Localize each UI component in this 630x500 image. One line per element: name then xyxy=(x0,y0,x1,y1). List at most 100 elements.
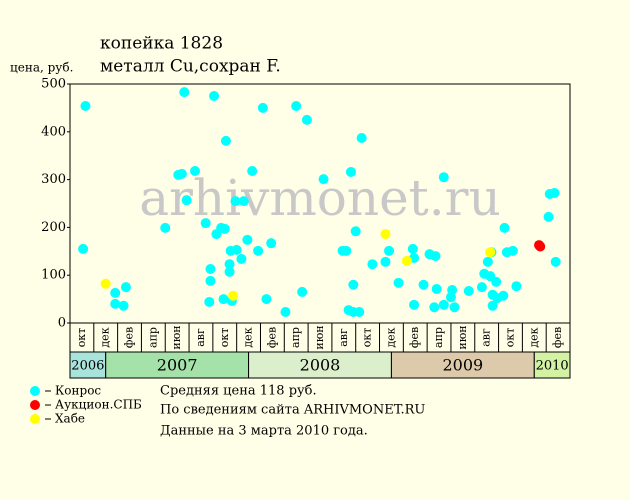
x-tick-label: авг xyxy=(194,328,207,347)
point xyxy=(224,266,235,277)
point xyxy=(550,256,561,267)
point xyxy=(110,287,121,298)
point xyxy=(476,282,487,293)
point xyxy=(120,282,131,293)
point xyxy=(356,133,367,144)
y-tick-label: 400 xyxy=(41,124,66,139)
point xyxy=(345,166,356,177)
point xyxy=(431,284,442,295)
note: Средняя цена 118 руб. xyxy=(160,384,317,399)
point xyxy=(181,195,192,206)
year-label: 2006 xyxy=(71,359,104,374)
x-tick-label: фев xyxy=(265,327,278,348)
legend-label: Конрос xyxy=(55,384,101,398)
point xyxy=(80,100,91,111)
point xyxy=(401,255,412,266)
point xyxy=(301,114,312,125)
plot-frame xyxy=(69,83,571,324)
y-tick-label: 300 xyxy=(41,172,66,187)
point xyxy=(418,279,429,290)
point xyxy=(247,165,258,176)
point xyxy=(224,259,235,270)
y-tick-label: 200 xyxy=(41,220,66,235)
point xyxy=(78,243,89,254)
point xyxy=(190,165,200,176)
year-label: 2008 xyxy=(300,356,341,375)
point xyxy=(176,168,187,179)
point xyxy=(535,241,546,252)
x-tick-label: окт xyxy=(361,328,374,348)
legend-label: Аукцион.СПБ xyxy=(55,398,142,412)
point xyxy=(409,299,420,310)
point xyxy=(266,238,277,249)
point xyxy=(238,196,249,207)
point xyxy=(438,299,449,310)
point xyxy=(209,90,220,101)
point xyxy=(449,302,460,313)
point xyxy=(110,298,121,309)
point xyxy=(204,296,215,307)
point xyxy=(407,243,418,254)
point xyxy=(511,281,522,292)
x-tick-label: июн xyxy=(170,325,183,349)
legend-marker xyxy=(30,414,40,424)
year-band xyxy=(248,351,392,379)
x-tick-label: июн xyxy=(456,325,469,349)
point xyxy=(160,222,171,233)
x-tick-label: фев xyxy=(551,327,564,348)
point xyxy=(348,279,359,290)
point xyxy=(499,222,510,233)
point xyxy=(350,226,361,237)
point xyxy=(491,276,502,287)
x-tick-label: дек xyxy=(99,327,112,347)
point xyxy=(236,253,247,264)
point xyxy=(205,263,216,274)
point xyxy=(430,251,441,262)
point xyxy=(463,285,474,296)
point xyxy=(367,259,378,270)
legend-marker xyxy=(30,400,40,410)
point xyxy=(549,187,560,198)
x-tick-label: дек xyxy=(384,327,397,347)
x-tick-label: авг xyxy=(480,328,493,347)
point xyxy=(118,300,129,311)
x-tick-label: окт xyxy=(75,328,88,348)
year-label: 2007 xyxy=(157,356,198,375)
point xyxy=(280,307,291,318)
point xyxy=(205,275,216,286)
x-tick-label: апр xyxy=(146,327,159,348)
point xyxy=(179,87,190,98)
point xyxy=(498,290,509,301)
year-band xyxy=(69,351,107,379)
point xyxy=(485,247,496,258)
x-tick-label: фев xyxy=(408,327,421,348)
x-tick-label: апр xyxy=(432,327,445,348)
point xyxy=(482,256,493,267)
point xyxy=(438,172,449,183)
point xyxy=(291,100,302,111)
point xyxy=(318,174,329,185)
point xyxy=(393,277,404,288)
point xyxy=(429,302,440,313)
point xyxy=(257,102,268,113)
point xyxy=(447,285,458,296)
y-tick-label: 0 xyxy=(58,316,66,331)
y-axis-label: цена, руб. xyxy=(10,61,73,75)
point xyxy=(253,245,264,256)
chart-title: копейка 1828 xyxy=(100,34,223,54)
point xyxy=(341,245,352,256)
point xyxy=(384,245,395,256)
point xyxy=(219,223,230,234)
point xyxy=(507,245,518,256)
x-tick-label: фев xyxy=(123,327,136,348)
x-tick-label: окт xyxy=(218,328,231,348)
point xyxy=(261,294,272,305)
point xyxy=(242,234,253,245)
point xyxy=(297,286,308,297)
point xyxy=(100,278,111,289)
year-band xyxy=(390,351,535,379)
legend-marker xyxy=(30,386,40,396)
y-tick-label: 100 xyxy=(41,268,66,283)
x-tick-label: апр xyxy=(289,327,302,348)
